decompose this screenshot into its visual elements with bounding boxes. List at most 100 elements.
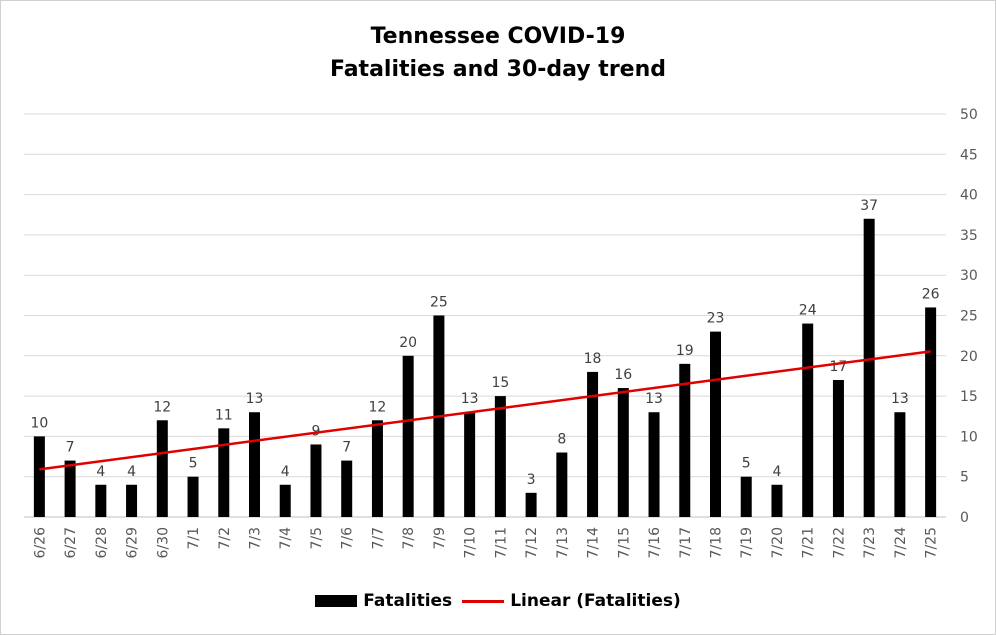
- x-tick-label: 7/16: [647, 527, 663, 559]
- bar-data-label: 37: [860, 198, 878, 214]
- x-tick-label: 7/2: [217, 527, 233, 550]
- x-tick-label: 6/27: [63, 527, 79, 558]
- x-tick-label: 7/21: [801, 527, 817, 558]
- bar-data-label: 17: [830, 359, 848, 375]
- bar-data-label: 24: [799, 303, 817, 319]
- x-tick-label: 7/5: [309, 527, 325, 550]
- bar-data-label: 8: [557, 432, 566, 448]
- bar: [279, 484, 291, 517]
- bar-data-label: 18: [584, 351, 602, 367]
- bar: [679, 363, 691, 517]
- bar: [648, 412, 660, 517]
- legend-label-trendline: Linear (Fatalities): [510, 591, 681, 611]
- x-tick-label: 7/9: [432, 527, 448, 550]
- bar-data-label: 16: [614, 367, 632, 383]
- bar: [710, 331, 721, 517]
- bar-data-label: 7: [66, 440, 75, 456]
- bar-data-label: 3: [527, 472, 536, 488]
- y-tick-label: 45: [960, 147, 978, 163]
- bar-data-label: 4: [127, 464, 136, 480]
- bar: [33, 436, 45, 517]
- y-tick-label: 5: [960, 470, 969, 486]
- bar-data-label: 13: [891, 391, 909, 407]
- bar: [126, 484, 138, 517]
- bar: [371, 420, 383, 517]
- bar-data-label: 11: [215, 407, 233, 423]
- y-tick-label: 50: [960, 107, 978, 123]
- bar-data-label: 13: [461, 391, 479, 407]
- bar: [64, 460, 76, 517]
- x-tick-label: 6/29: [125, 527, 141, 558]
- x-tick-label: 7/3: [248, 527, 264, 550]
- x-tick-label: 7/4: [278, 527, 294, 550]
- bar-data-label: 13: [246, 391, 264, 407]
- y-tick-label: 10: [960, 429, 978, 445]
- bar: [310, 444, 322, 517]
- y-tick-label: 30: [960, 268, 978, 284]
- bar-data-label: 10: [30, 415, 48, 431]
- x-tick-label: 7/7: [370, 527, 386, 550]
- bar-data-label: 12: [153, 399, 171, 415]
- bar: [925, 307, 937, 517]
- bar-data-label: 7: [342, 440, 351, 456]
- bar: [832, 379, 844, 517]
- bar-data-label: 12: [369, 399, 387, 415]
- bar-data-label: 19: [676, 343, 694, 359]
- bar: [187, 476, 199, 517]
- legend-item-fatalities: Fatalities: [315, 591, 452, 611]
- x-tick-label: 7/12: [524, 527, 540, 558]
- x-tick-label: 6/28: [94, 527, 110, 558]
- y-tick-label: 25: [960, 309, 978, 325]
- bar-data-label: 5: [742, 456, 751, 472]
- bar: [341, 460, 353, 517]
- bar-data-label: 4: [773, 464, 782, 480]
- x-tick-label: 7/10: [463, 527, 479, 558]
- bar-data-label: 20: [399, 335, 417, 351]
- legend-swatch-line: [462, 599, 505, 603]
- x-tick-label: 7/18: [709, 527, 725, 558]
- x-tick-label: 7/23: [862, 527, 878, 558]
- y-tick-label: 20: [960, 349, 978, 365]
- y-tick-label: 35: [960, 228, 978, 244]
- bar: [863, 218, 875, 517]
- x-tick-label: 7/24: [893, 527, 909, 559]
- y-tick-label: 0: [960, 510, 969, 526]
- x-tick-label: 7/8: [401, 527, 417, 550]
- bar: [771, 484, 783, 517]
- y-tick-label: 15: [960, 389, 978, 405]
- legend-item-trendline: Linear (Fatalities): [462, 591, 681, 611]
- bar-data-label: 4: [96, 464, 105, 480]
- x-tick-label: 7/15: [616, 527, 632, 558]
- bar: [402, 355, 414, 517]
- bar: [494, 396, 506, 517]
- x-tick-label: 6/30: [155, 527, 171, 558]
- x-tick-label: 7/11: [493, 527, 509, 558]
- bar-data-label: 23: [707, 311, 725, 327]
- bar-data-label: 25: [430, 295, 448, 311]
- x-tick-label: 7/14: [586, 527, 602, 559]
- chart-legend: Fatalities Linear (Fatalities): [0, 588, 996, 614]
- x-tick-label: 7/22: [831, 527, 847, 558]
- bar-data-label: 5: [189, 456, 198, 472]
- bar: [556, 452, 568, 517]
- x-tick-label: 7/13: [555, 527, 571, 558]
- bar-data-label: 4: [281, 464, 290, 480]
- bar: [156, 420, 168, 517]
- chart-title-line-1: Tennessee COVID-19: [370, 24, 626, 49]
- bar-data-label: 15: [491, 375, 509, 391]
- x-tick-label: 7/19: [739, 527, 755, 558]
- bar: [894, 412, 906, 517]
- x-tick-label: 7/1: [186, 527, 202, 550]
- bar: [802, 323, 814, 517]
- bar: [740, 476, 752, 517]
- bar: [464, 412, 476, 517]
- x-tick-label: 7/6: [340, 527, 356, 550]
- bar: [249, 412, 260, 517]
- chart-title: Tennessee COVID-19 Fatalities and 30-day…: [0, 20, 996, 86]
- bar: [525, 492, 537, 517]
- bar-data-label: 13: [645, 391, 663, 407]
- x-tick-label: 6/26: [32, 527, 48, 559]
- bar-data-label: 26: [922, 286, 940, 302]
